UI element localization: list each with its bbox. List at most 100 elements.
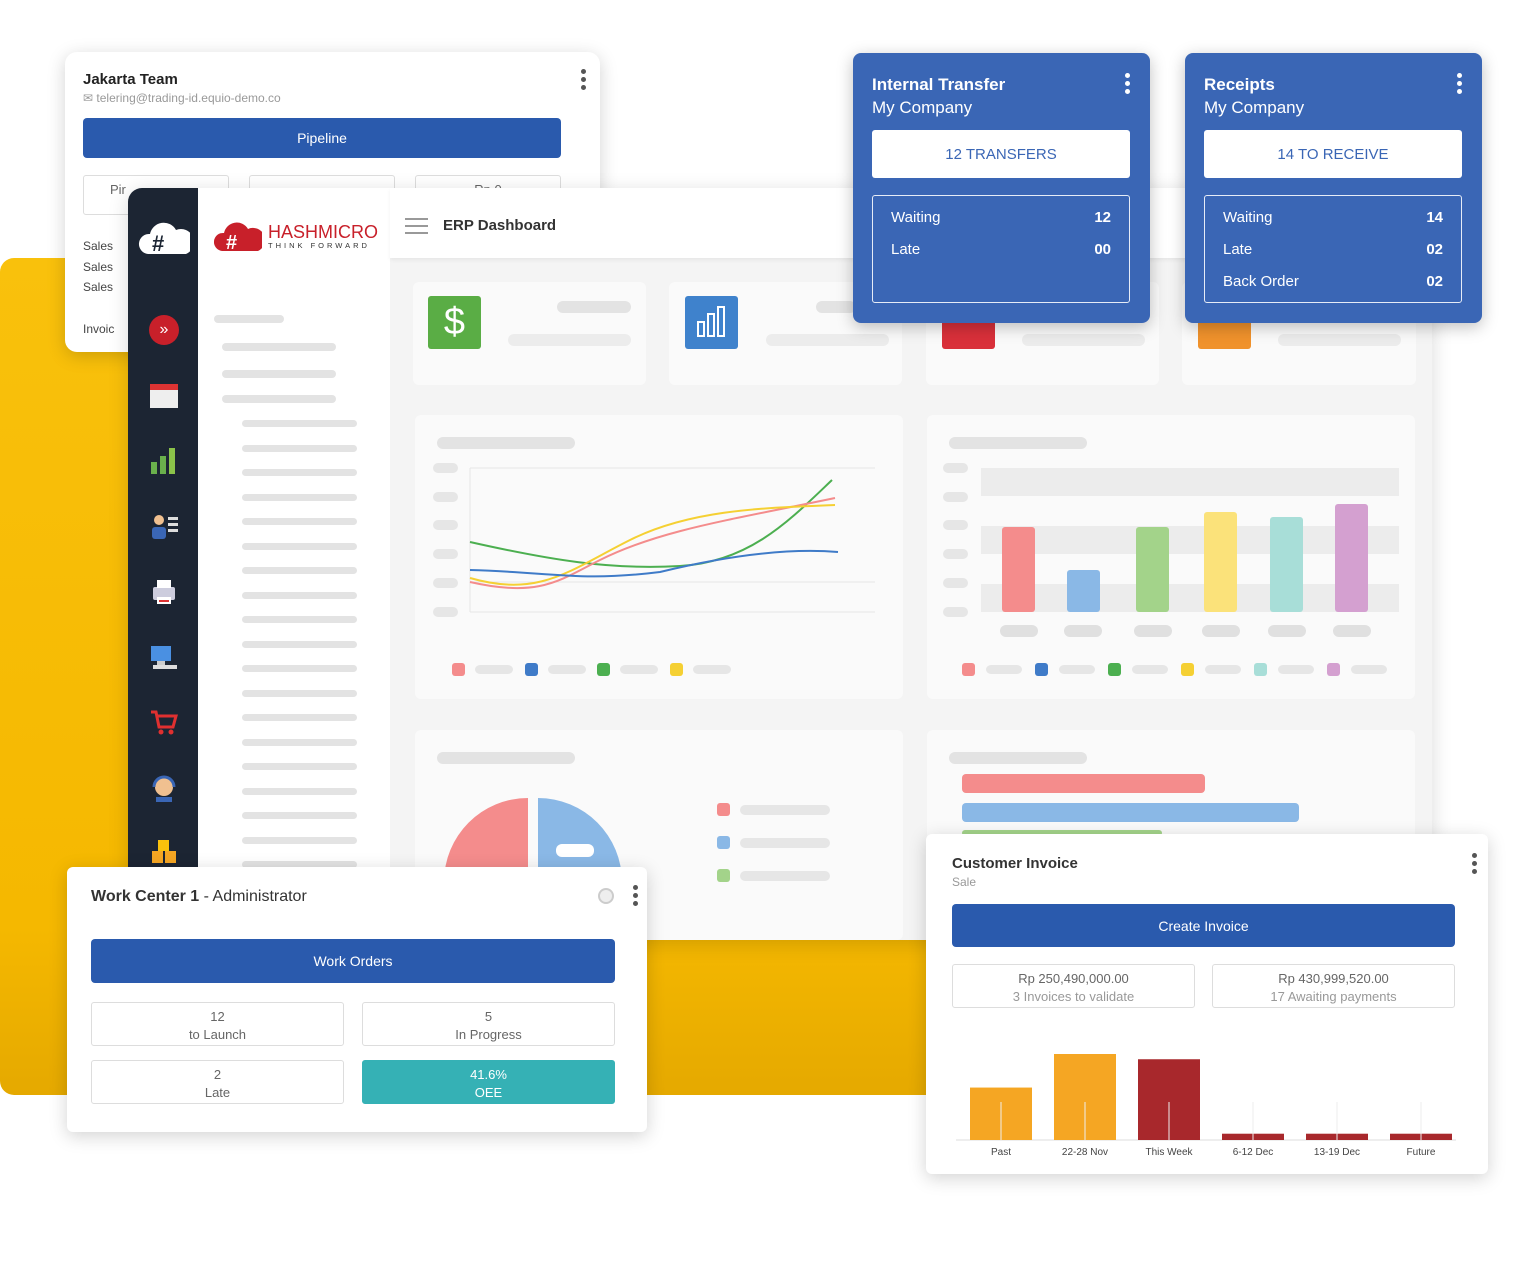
line-series-blue bbox=[469, 549, 839, 578]
employee-icon[interactable] bbox=[148, 510, 180, 542]
submenu-skeleton bbox=[242, 665, 357, 672]
status-label: Waiting bbox=[1223, 209, 1273, 226]
stat-label: to Launch bbox=[188, 1027, 247, 1042]
clock-icon bbox=[1198, 322, 1251, 349]
more-icon[interactable] bbox=[1125, 73, 1131, 94]
chart-legend bbox=[452, 663, 731, 676]
submenu-skeleton bbox=[242, 444, 357, 452]
boxes-icon[interactable] bbox=[148, 836, 180, 868]
stat-value: 41.6% bbox=[470, 1067, 507, 1082]
stat-value: 12 bbox=[210, 1009, 225, 1024]
invoices-to-validate-stat[interactable]: Rp 250,490,000.00 3 Invoices to validate bbox=[952, 964, 1195, 1008]
submenu-skeleton bbox=[242, 787, 357, 795]
customer-invoice-card: Customer Invoice Sale Create Invoice Rp … bbox=[926, 834, 1488, 1174]
legend-swatch bbox=[1035, 663, 1048, 676]
more-icon[interactable] bbox=[1457, 73, 1463, 94]
work-orders-button[interactable]: Work Orders bbox=[91, 939, 615, 983]
page-title: ERP Dashboard bbox=[443, 217, 557, 234]
oee-stat[interactable]: 41.6% OEE bbox=[362, 1060, 615, 1104]
chart-title-skeleton bbox=[437, 437, 575, 449]
to-launch-stat[interactable]: 12 to Launch bbox=[91, 1002, 344, 1046]
dollar-icon: $ bbox=[428, 296, 481, 349]
x-tick-label: This Week bbox=[1145, 1147, 1193, 1158]
status-value: 02 bbox=[1426, 241, 1443, 258]
submenu-skeleton bbox=[242, 836, 357, 844]
pie-chart bbox=[444, 798, 830, 882]
status-list: Waiting 14 Late 02 Back Order 02 bbox=[1204, 195, 1462, 303]
submenu-skeleton bbox=[242, 420, 357, 427]
brand-tagline: THINK FORWARD bbox=[268, 240, 370, 250]
status-label: Back Order bbox=[1223, 273, 1299, 290]
status-row[interactable]: Waiting 14 bbox=[1223, 209, 1443, 226]
bar bbox=[1136, 527, 1169, 612]
support-icon[interactable] bbox=[148, 772, 180, 804]
legend-swatch bbox=[717, 836, 730, 849]
pipeline-button[interactable]: Pipeline bbox=[83, 118, 561, 158]
status-row[interactable]: Late 00 bbox=[891, 241, 1111, 258]
calendar-icon[interactable] bbox=[148, 380, 180, 412]
cart-icon[interactable] bbox=[148, 706, 180, 738]
status-row[interactable]: Waiting 12 bbox=[891, 209, 1111, 226]
row-label: Invoic bbox=[83, 321, 115, 336]
bar bbox=[1067, 570, 1100, 612]
expand-icon[interactable]: » bbox=[149, 315, 179, 345]
svg-text:#: # bbox=[152, 231, 164, 256]
chart-title-skeleton bbox=[437, 752, 575, 764]
create-invoice-button[interactable]: Create Invoice bbox=[952, 904, 1455, 947]
transfers-button[interactable]: 12 TRANSFERS bbox=[872, 130, 1130, 178]
menu-skeleton bbox=[214, 315, 284, 323]
more-icon[interactable] bbox=[581, 69, 587, 90]
line-chart bbox=[433, 463, 875, 676]
more-icon[interactable] bbox=[1472, 853, 1478, 874]
menu-skeleton bbox=[222, 343, 336, 351]
in-progress-stat[interactable]: 5 In Progress bbox=[362, 1002, 615, 1046]
printer-icon[interactable] bbox=[148, 576, 180, 608]
submenu-skeleton bbox=[242, 763, 357, 770]
bar bbox=[1002, 527, 1035, 612]
status-label: Waiting bbox=[891, 209, 941, 226]
line-series-yellow bbox=[469, 504, 836, 586]
row-label: Sales bbox=[83, 239, 114, 253]
tile-skeleton bbox=[766, 334, 889, 346]
status-row[interactable]: Back Order 02 bbox=[1223, 273, 1443, 290]
legend-swatch bbox=[1108, 663, 1121, 676]
bar-chart-icon[interactable] bbox=[148, 445, 180, 477]
awaiting-payments-stat[interactable]: Rp 430,999,520.00 17 Awaiting payments bbox=[1212, 964, 1455, 1008]
card-title: Work Center 1 bbox=[91, 888, 200, 905]
legend-skeleton bbox=[1351, 665, 1387, 674]
row-label: Sales bbox=[83, 259, 114, 274]
bar bbox=[1270, 517, 1303, 612]
receipts-card: Receipts My Company 14 TO RECEIVE Waiting… bbox=[1185, 53, 1482, 323]
row-label: Sales bbox=[83, 280, 114, 294]
stat-amount: Rp 250,490,000.00 bbox=[1018, 971, 1129, 986]
company-name: My Company bbox=[1204, 98, 1305, 117]
legend-skeleton bbox=[986, 665, 1022, 674]
menu-panel bbox=[198, 188, 390, 940]
brand-name: HASHMICRO bbox=[268, 221, 379, 242]
more-icon[interactable] bbox=[633, 885, 639, 906]
status-value: 14 bbox=[1426, 209, 1443, 226]
menu-toggle-icon[interactable] bbox=[405, 218, 428, 234]
bar bbox=[1335, 504, 1368, 612]
legend-skeleton bbox=[1132, 665, 1168, 674]
late-stat[interactable]: 2 Late bbox=[91, 1060, 344, 1104]
status-row[interactable]: Late 02 bbox=[1223, 241, 1443, 258]
stat-value: 5 bbox=[484, 1009, 493, 1024]
menu-skeleton bbox=[222, 370, 336, 378]
card-title: Internal Transfer bbox=[872, 75, 1006, 94]
row-list: Sales Sales Sales Invoic bbox=[83, 236, 114, 339]
legend-swatch bbox=[1181, 663, 1194, 676]
chart-title-skeleton bbox=[949, 752, 1087, 764]
submenu-skeleton bbox=[242, 714, 357, 721]
x-tick-label: Past bbox=[991, 1147, 1011, 1158]
computer-icon[interactable] bbox=[148, 641, 180, 673]
card-title: Jakarta Team bbox=[83, 71, 178, 88]
submenu-skeleton bbox=[242, 542, 357, 550]
stat-amount: Rp 430,999,520.00 bbox=[1278, 971, 1389, 986]
legend-swatch bbox=[1254, 663, 1267, 676]
hashmicro-cloud-icon: # bbox=[214, 222, 262, 252]
submenu-skeleton bbox=[242, 493, 357, 501]
stat-value: 2 bbox=[213, 1067, 222, 1082]
to-receive-button[interactable]: 14 TO RECEIVE bbox=[1204, 130, 1462, 178]
tile-skeleton bbox=[1278, 334, 1401, 346]
